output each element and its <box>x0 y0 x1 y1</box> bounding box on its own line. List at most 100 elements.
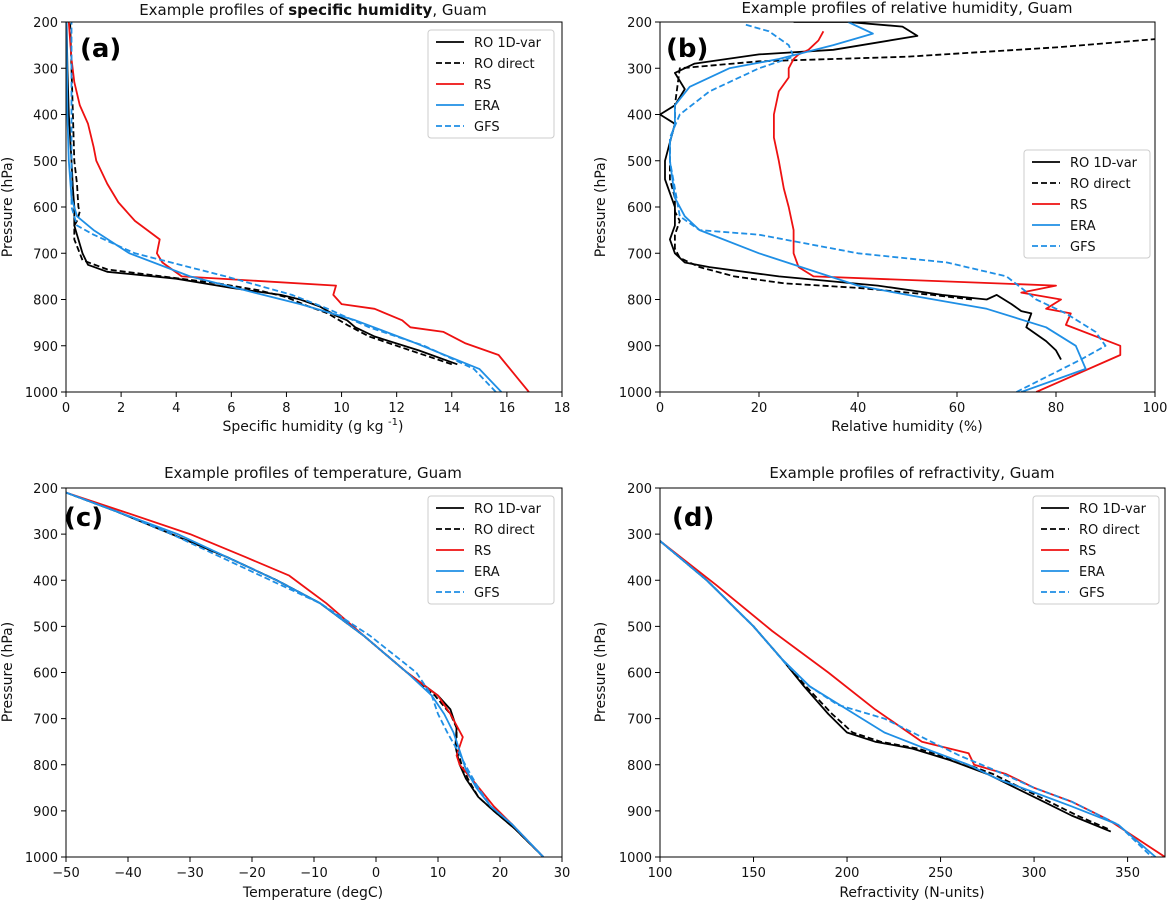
chart-title-c: Example profiles of temperature, Guam <box>164 464 462 482</box>
y-tick-label-c: 1000 <box>25 851 58 866</box>
x-tick-label-a: 6 <box>227 401 235 416</box>
legend-label-b: ERA <box>1070 219 1096 234</box>
legend-label-c: GFS <box>474 586 500 601</box>
x-tick-label-b: 80 <box>1048 401 1065 416</box>
y-tick-label-b: 300 <box>627 62 652 77</box>
y-tick-label-b: 900 <box>627 340 652 355</box>
panel-label-b: (b) <box>666 34 708 64</box>
y-tick-label-d: 1000 <box>619 851 652 866</box>
series-line-b-gfs <box>669 23 1107 392</box>
x-tick-label-a: 18 <box>554 401 571 416</box>
x-tick-label-c: −50 <box>52 866 79 881</box>
legend-a: RO 1D-var RO direct RS ERA GFS <box>427 29 555 139</box>
y-tick-label-c: 600 <box>33 667 58 682</box>
panel-a: Example profiles of specific humidity, G… <box>0 1 570 435</box>
legend-label-a: RS <box>474 78 491 93</box>
x-tick-label-c: −40 <box>114 866 141 881</box>
x-axis-label-b: Relative humidity (%) <box>831 419 982 435</box>
panel-label-d: (d) <box>672 503 714 533</box>
x-tick-label-b: 60 <box>949 401 966 416</box>
y-tick-label-d: 300 <box>627 528 652 543</box>
x-tick-label-c: 20 <box>492 866 509 881</box>
y-tick-label-c: 800 <box>33 759 58 774</box>
series-line-a-ro-1d-var <box>66 22 458 366</box>
x-tick-label-d: 100 <box>648 866 673 881</box>
y-tick-label-b: 400 <box>627 109 652 124</box>
legend-label-d: RS <box>1079 544 1096 559</box>
x-axis-label-c: Temperature (degC) <box>242 885 383 901</box>
legend-frame-a <box>427 29 555 139</box>
legend-label-b: RO direct <box>1070 177 1131 192</box>
x-axis-label-d: Refractivity (N-units) <box>839 885 984 901</box>
series-line-d-gfs <box>660 540 1153 857</box>
legend-label-d: ERA <box>1079 565 1105 580</box>
y-tick-label-b: 200 <box>627 16 652 31</box>
legend-label-c: ERA <box>474 565 500 580</box>
series-line-b-era <box>669 22 1087 392</box>
x-tick-label-b: 100 <box>1143 401 1168 416</box>
y-tick-label-a: 400 <box>33 109 58 124</box>
panel-b: Example profiles of relative humidity, G… <box>593 0 1167 435</box>
x-tick-label-a: 0 <box>62 401 70 416</box>
legend-label-a: RO 1D-var <box>474 36 542 51</box>
y-tick-label-a: 1000 <box>25 386 58 401</box>
x-tick-label-c: 10 <box>430 866 447 881</box>
x-tick-label-d: 300 <box>1022 866 1047 881</box>
y-tick-label-a: 600 <box>33 201 58 216</box>
y-tick-label-c: 200 <box>33 482 58 497</box>
legend-label-a: GFS <box>474 120 500 135</box>
y-tick-label-b: 600 <box>627 201 652 216</box>
series-line-b-ro-1d-var <box>660 22 1062 361</box>
x-tick-label-c: −20 <box>238 866 265 881</box>
x-tick-label-a: 8 <box>282 401 290 416</box>
panel-c: Example profiles of temperature, Guam Te… <box>0 464 570 901</box>
y-tick-label-d: 700 <box>627 713 652 728</box>
x-tick-label-a: 14 <box>444 401 461 416</box>
y-axis-label-c: Pressure (hPa) <box>0 622 16 722</box>
x-tick-label-c: 30 <box>554 866 571 881</box>
y-tick-label-a: 800 <box>33 294 58 309</box>
y-tick-label-d: 200 <box>627 482 652 497</box>
x-tick-label-a: 4 <box>172 401 180 416</box>
y-axis-label-a: Pressure (hPa) <box>0 157 16 257</box>
y-tick-label-d: 800 <box>627 759 652 774</box>
legend-frame-c <box>427 495 555 605</box>
legend-label-b: RO 1D-var <box>1070 156 1138 171</box>
y-tick-label-a: 200 <box>33 16 58 31</box>
x-tick-label-a: 2 <box>117 401 125 416</box>
legend-d: RO 1D-var RO direct RS ERA GFS <box>1032 495 1160 605</box>
plot-area-a <box>66 22 530 392</box>
chart-title-b: Example profiles of relative humidity, G… <box>741 0 1072 17</box>
x-axis-label-a: Specific humidity (g kg -1) <box>223 417 404 435</box>
legend-frame-b <box>1023 149 1151 259</box>
x-tick-label-c: 0 <box>372 866 380 881</box>
x-tick-label-d: 350 <box>1115 866 1140 881</box>
legend-label-c: RO direct <box>474 523 535 538</box>
legend-label-c: RO 1D-var <box>474 502 542 517</box>
x-tick-label-d: 200 <box>835 866 860 881</box>
y-tick-label-a: 900 <box>33 340 58 355</box>
y-tick-label-c: 900 <box>33 805 58 820</box>
y-axis-label-d: Pressure (hPa) <box>593 622 609 722</box>
panel-d: Example profiles of refractivity, Guam R… <box>593 464 1166 901</box>
series-line-d-rs <box>660 540 1165 857</box>
x-tick-label-a: 12 <box>388 401 405 416</box>
series-line-c-gfs <box>66 491 545 857</box>
x-tick-label-a: 10 <box>333 401 350 416</box>
x-tick-label-c: −10 <box>300 866 327 881</box>
legend-frame-d <box>1032 495 1160 605</box>
x-tick-label-a: 16 <box>499 401 516 416</box>
y-tick-label-c: 400 <box>33 574 58 589</box>
y-tick-label-d: 500 <box>627 620 652 635</box>
x-tick-label-b: 20 <box>751 401 768 416</box>
series-line-d-era <box>660 540 1157 857</box>
legend-b: RO 1D-var RO direct RS ERA GFS <box>1023 149 1151 259</box>
legend-label-b: GFS <box>1070 240 1096 255</box>
y-tick-label-a: 700 <box>33 247 58 262</box>
legend-label-b: RS <box>1070 198 1087 213</box>
y-tick-label-b: 700 <box>627 247 652 262</box>
legend-label-d: RO direct <box>1079 523 1140 538</box>
y-tick-label-b: 1000 <box>619 386 652 401</box>
panel-label-a: (a) <box>80 34 121 64</box>
legend-label-c: RS <box>474 544 491 559</box>
